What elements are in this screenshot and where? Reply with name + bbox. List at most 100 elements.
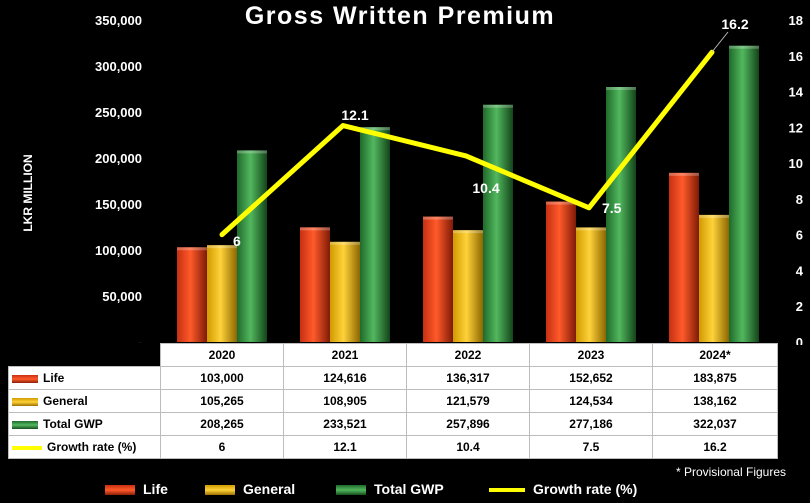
table-row-label: General	[8, 389, 161, 413]
table-row-label: Growth rate (%)	[8, 435, 161, 459]
table-header-cell: 2022	[406, 343, 530, 367]
table-cell: 233,521	[283, 412, 407, 436]
total-gwp-swatch	[12, 420, 38, 429]
table-row-label: Total GWP	[8, 412, 161, 436]
y-tick-label: 300,000	[95, 59, 142, 74]
y2-tick-label: 14	[789, 85, 804, 100]
y-tick-label: 100,000	[95, 243, 142, 258]
y-tick-label: 150,000	[95, 197, 142, 212]
y-tick-label: 350,000	[95, 13, 142, 28]
y-tick-label: 250,000	[95, 105, 142, 120]
data-label-leader-line	[711, 31, 729, 53]
legend-key	[489, 488, 525, 493]
table-cell: 277,186	[529, 412, 653, 436]
chart-plot: - 50,000 100,000 150,000 200,000 250,000 300,0…	[95, 13, 804, 345]
growth-rate-swatch	[12, 445, 42, 450]
legend-item-general: General	[205, 481, 295, 497]
y2-tick-label: 6	[796, 228, 803, 243]
bar-total-gwp	[483, 104, 513, 342]
y-tick-label: 200,000	[95, 151, 142, 166]
bar-top-highlight	[237, 150, 267, 154]
bar-top-highlight	[330, 241, 360, 245]
general-swatch	[12, 397, 38, 406]
provisional-note: * Provisional Figures	[675, 465, 786, 479]
bar-top-highlight	[669, 172, 699, 176]
growth-rate-data-label: 6	[233, 233, 241, 249]
table-cell: 322,037	[652, 412, 778, 436]
bar-top-highlight	[729, 45, 759, 49]
bar-general	[330, 241, 360, 342]
row-label-text: Life	[43, 371, 65, 385]
table-cell: 124,616	[283, 366, 407, 390]
bar-top-highlight	[576, 227, 606, 231]
bar-top-highlight	[360, 127, 390, 131]
table-cell: 108,905	[283, 389, 407, 413]
bar-life	[423, 216, 453, 342]
legend-label: Growth rate (%)	[533, 481, 638, 497]
table-cell: 208,265	[160, 412, 284, 436]
bar-life	[177, 247, 207, 342]
chart-title: Gross Written Premium	[244, 2, 556, 30]
bar-total-gwp	[237, 150, 267, 342]
table-row-total-gwp: Total GWP 208,265 233,521 257,896 277,18…	[8, 412, 778, 436]
row-label-text: General	[43, 394, 88, 408]
bar-general	[453, 230, 483, 342]
table-header-cell: 2020	[160, 343, 284, 367]
table-cell: 124,534	[529, 389, 653, 413]
table-cell: 12.1	[283, 435, 407, 459]
legend-item-total-gwp: Total GWP	[336, 481, 444, 497]
legend-key	[336, 485, 366, 496]
bar-general	[576, 227, 606, 342]
bar-life	[300, 227, 330, 342]
table-cell: 105,265	[160, 389, 284, 413]
legend-key	[205, 485, 235, 496]
growth-rate-line	[219, 49, 715, 238]
legend-key	[105, 485, 135, 496]
bar-top-highlight	[483, 104, 513, 108]
table-row-label: Life	[8, 366, 161, 390]
table-row-growth-rate: Growth rate (%) 6 12.1 10.4 7.5 16.2	[8, 435, 778, 459]
bar-general	[699, 214, 729, 342]
y2-tick-label: 2	[796, 299, 803, 314]
growth-rate-data-label: 12.1	[341, 107, 368, 123]
growth-rate-data-label: 7.5	[602, 200, 622, 216]
table-cell: 138,162	[652, 389, 778, 413]
data-table: 2020 2021 2022 2023 2024* Life 103,000 1…	[8, 343, 778, 459]
table-cell: 6	[160, 435, 284, 459]
table-cell: 183,875	[652, 366, 778, 390]
table-cell: 257,896	[406, 412, 530, 436]
bar-top-highlight	[423, 216, 453, 220]
row-label-text: Total GWP	[43, 417, 103, 431]
legend-item-growth-rate: Growth rate (%)	[489, 481, 637, 497]
table-cell: 10.4	[406, 435, 530, 459]
bar-total-gwp	[606, 86, 636, 342]
bar-top-highlight	[546, 201, 576, 205]
bar-top-highlight	[207, 245, 237, 249]
y2-tick-label: 4	[796, 263, 804, 278]
growth-rate-data-label: 10.4	[472, 180, 499, 196]
y2-tick-label: 8	[796, 192, 803, 207]
table-cell: 103,000	[160, 366, 284, 390]
table-cell: 121,579	[406, 389, 530, 413]
table-header-cell: 2024*	[652, 343, 778, 367]
y2-tick-label: 12	[789, 120, 803, 135]
bar-top-highlight	[453, 230, 483, 234]
y-tick-label: 50,000	[102, 289, 142, 304]
y2-tick-label: 18	[789, 13, 803, 28]
row-label-text: Growth rate (%)	[47, 440, 137, 454]
growth-rate-data-label: 16.2	[721, 16, 748, 32]
table-cell: 16.2	[652, 435, 778, 459]
legend-label: Life	[143, 481, 168, 497]
y2-tick-label: 10	[789, 156, 803, 171]
table-corner	[8, 343, 161, 367]
y2-tick-label: 16	[789, 49, 803, 64]
y-tick-label: -	[138, 335, 142, 345]
bar-life	[669, 172, 699, 342]
table-row-life: Life 103,000 124,616 136,317 152,652 183…	[8, 366, 778, 390]
table-cell: 7.5	[529, 435, 653, 459]
bar-total-gwp	[729, 45, 759, 343]
y2-tick-label: 0	[796, 335, 803, 345]
table-header-row: 2020 2021 2022 2023 2024*	[8, 343, 778, 367]
life-swatch	[12, 374, 38, 383]
bar-top-highlight	[699, 214, 729, 218]
